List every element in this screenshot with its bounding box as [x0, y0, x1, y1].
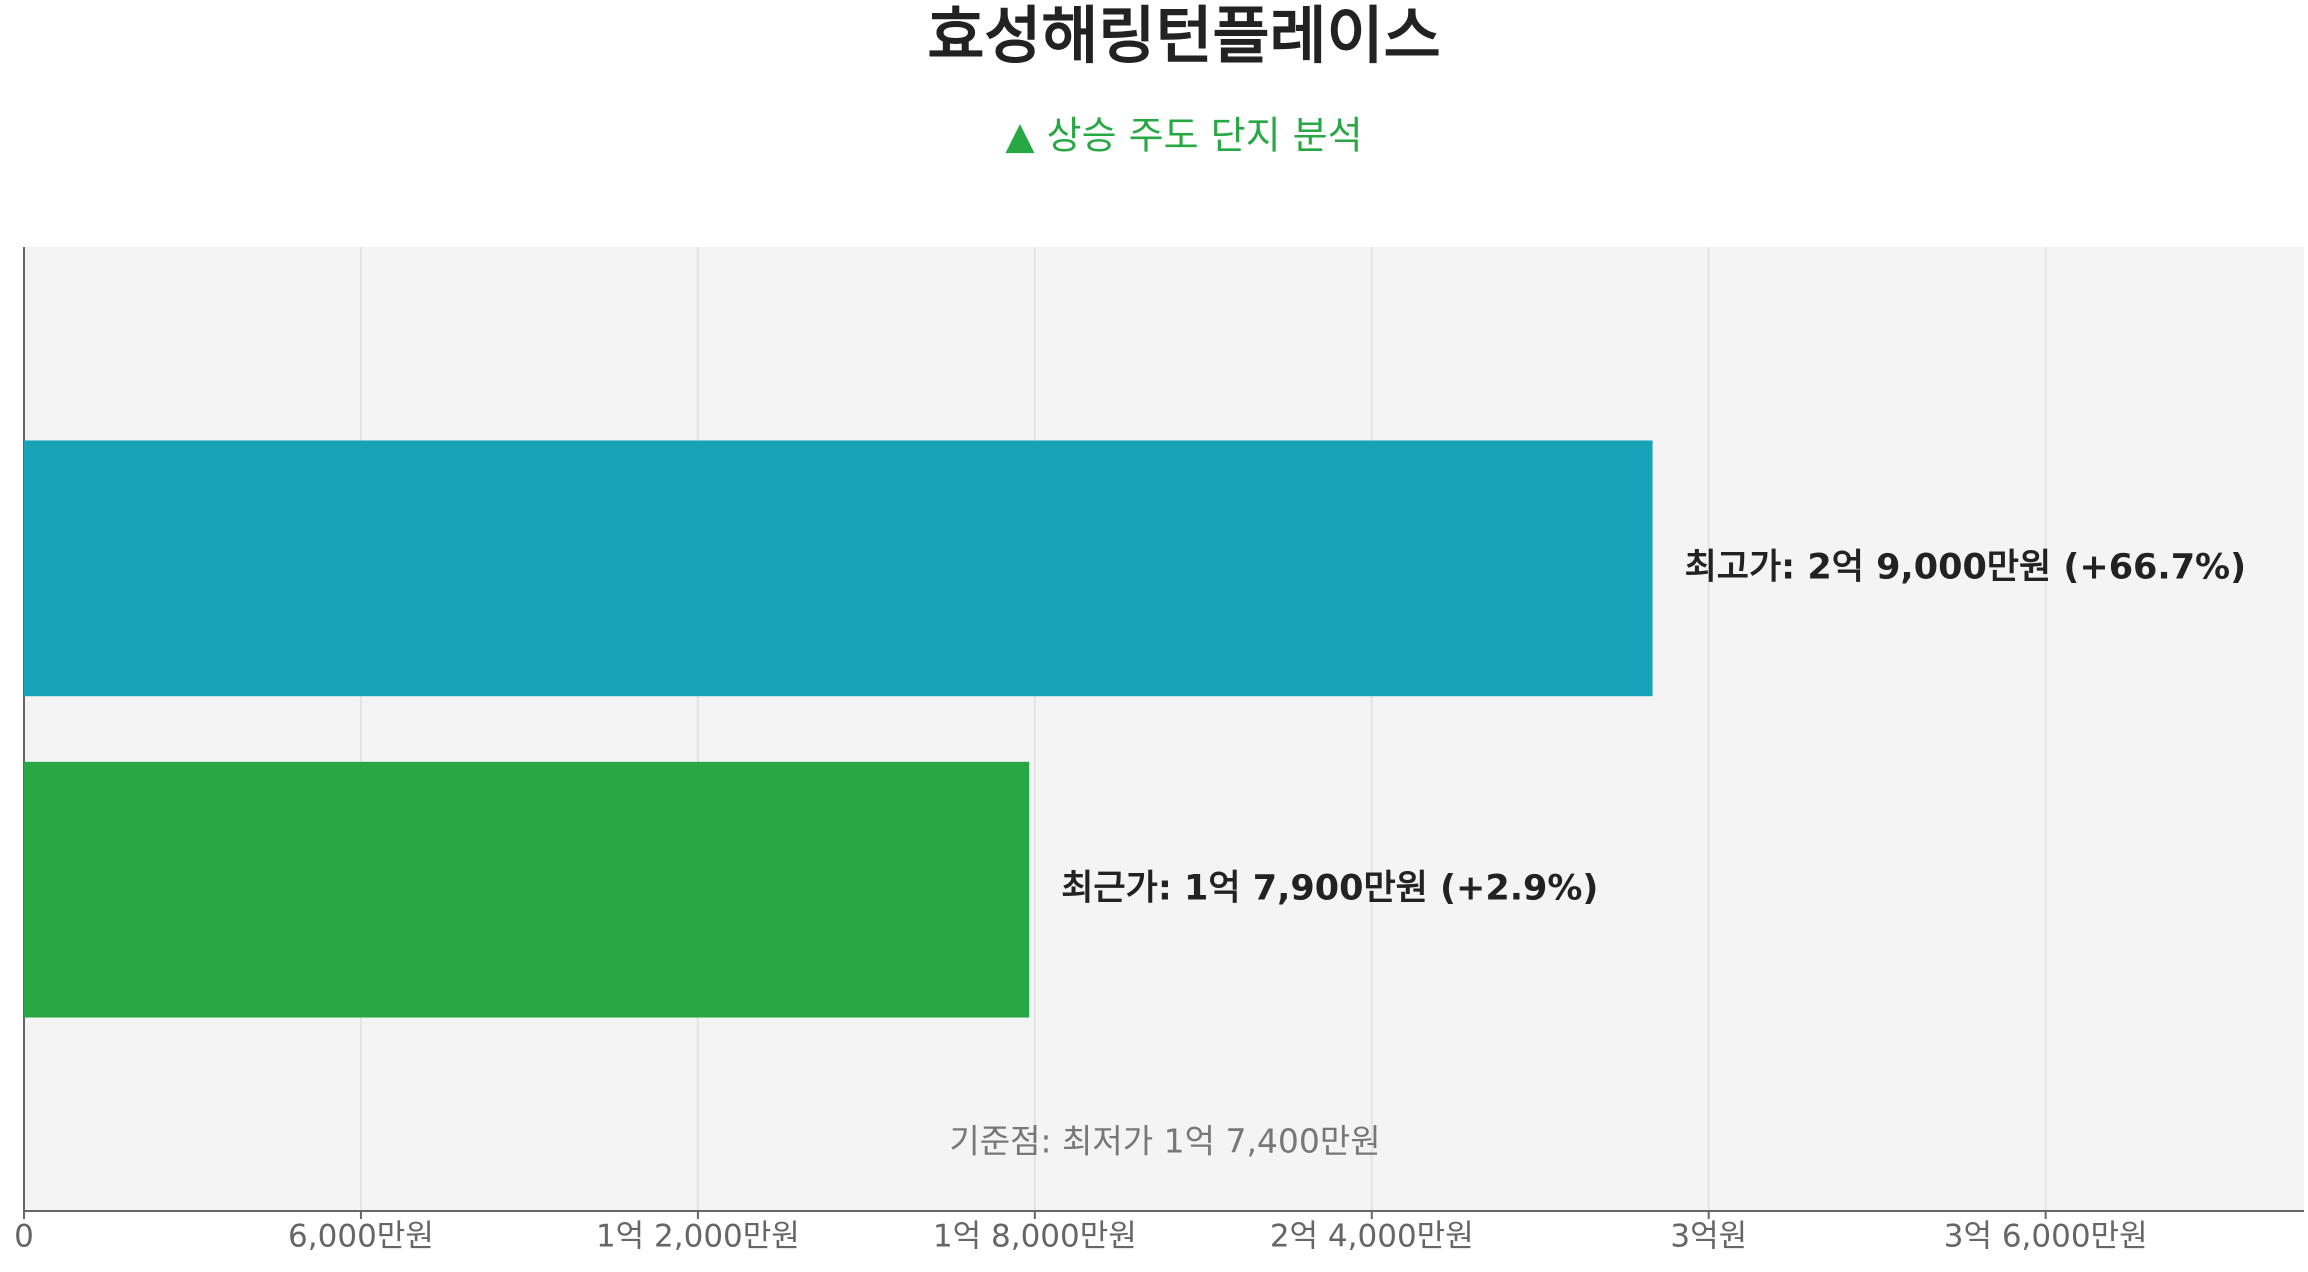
- x-tick-label: 1억 2,000만원: [596, 1219, 800, 1255]
- x-tick-label: 2억 4,000만원: [1270, 1219, 1474, 1255]
- bar: [24, 761, 1030, 1018]
- chart-subtitle: ▲ 상승 주도 단지 분석: [1005, 114, 1362, 158]
- value-label: 최고가: 2억 9,000만원 (+66.7%): [1685, 547, 2247, 587]
- x-tick-label: 6,000만원: [288, 1219, 434, 1255]
- x-tick-label: 3억 6,000만원: [1944, 1219, 2148, 1255]
- chart-title: 효성해링턴플레이스: [927, 0, 1440, 72]
- x-tick-label: 1억 8,000만원: [933, 1219, 1137, 1255]
- annotation: 기준점: 최저가 1억 7,400만원: [949, 1122, 1380, 1161]
- bar: [24, 440, 1653, 697]
- value-label: 최근가: 1억 7,900만원 (+2.9%): [1061, 869, 1598, 909]
- plot-area: [24, 247, 2304, 1211]
- x-tick-label: 0: [14, 1219, 34, 1255]
- x-tick-label: 3억원: [1670, 1219, 1747, 1255]
